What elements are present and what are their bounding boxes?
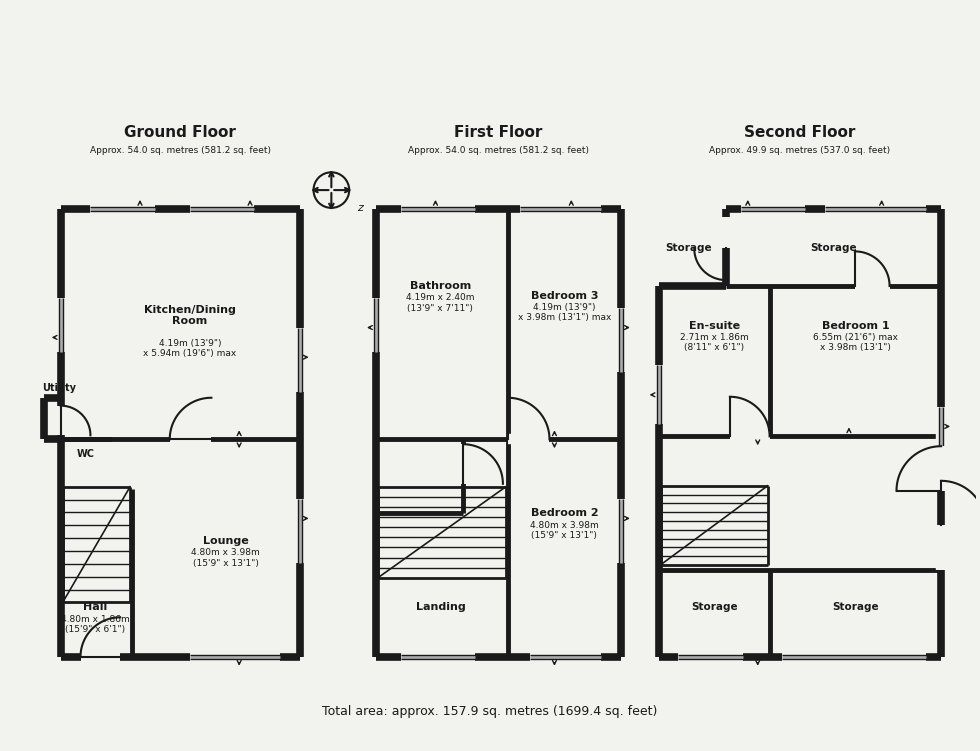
Text: Hall: Hall <box>83 602 108 612</box>
Text: WC: WC <box>76 449 94 459</box>
Text: Kitchen/Dining
Room: Kitchen/Dining Room <box>144 305 236 327</box>
Text: Second Floor: Second Floor <box>744 125 856 140</box>
Text: z: z <box>357 203 363 213</box>
Text: Storage: Storage <box>691 602 737 612</box>
Text: Storage: Storage <box>832 602 879 612</box>
Text: First Floor: First Floor <box>455 125 543 140</box>
Text: 4.19m x 2.40m
(13'9" x 7'11"): 4.19m x 2.40m (13'9" x 7'11") <box>406 293 474 312</box>
Text: 2.71m x 1.86m
(8'11" x 6'1"): 2.71m x 1.86m (8'11" x 6'1") <box>680 333 749 352</box>
Text: 4.80m x 3.98m
(15'9" x 13'1"): 4.80m x 3.98m (15'9" x 13'1") <box>191 548 260 568</box>
Text: Bedroom 2: Bedroom 2 <box>530 508 598 518</box>
Text: Total area: approx. 157.9 sq. metres (1699.4 sq. feet): Total area: approx. 157.9 sq. metres (16… <box>322 704 658 718</box>
Text: Storage: Storage <box>665 243 711 253</box>
Text: 4.80m x 3.98m
(15'9" x 13'1"): 4.80m x 3.98m (15'9" x 13'1") <box>530 520 599 540</box>
Text: Utility: Utility <box>42 383 75 393</box>
Text: Approx. 49.9 sq. metres (537.0 sq. feet): Approx. 49.9 sq. metres (537.0 sq. feet) <box>710 146 891 155</box>
Text: 4.80m x 1.86m
(15'9" x 6'1"): 4.80m x 1.86m (15'9" x 6'1") <box>61 614 129 634</box>
Text: Bedroom 1: Bedroom 1 <box>821 321 889 330</box>
Text: Bathroom: Bathroom <box>410 281 471 291</box>
Text: En-suite: En-suite <box>689 321 740 330</box>
Text: Lounge: Lounge <box>203 536 249 546</box>
Text: 4.19m (13'9")
x 5.94m (19'6") max: 4.19m (13'9") x 5.94m (19'6") max <box>143 339 237 358</box>
Text: Storage: Storage <box>810 243 857 253</box>
Text: Approx. 54.0 sq. metres (581.2 sq. feet): Approx. 54.0 sq. metres (581.2 sq. feet) <box>408 146 589 155</box>
Text: Approx. 54.0 sq. metres (581.2 sq. feet): Approx. 54.0 sq. metres (581.2 sq. feet) <box>89 146 270 155</box>
Text: Bedroom 3: Bedroom 3 <box>530 291 598 301</box>
Text: Landing: Landing <box>416 602 466 612</box>
Text: 4.19m (13'9")
x 3.98m (13'1") max: 4.19m (13'9") x 3.98m (13'1") max <box>517 303 612 322</box>
Text: Ground Floor: Ground Floor <box>124 125 236 140</box>
Text: 6.55m (21'6") max
x 3.98m (13'1"): 6.55m (21'6") max x 3.98m (13'1") <box>812 333 898 352</box>
